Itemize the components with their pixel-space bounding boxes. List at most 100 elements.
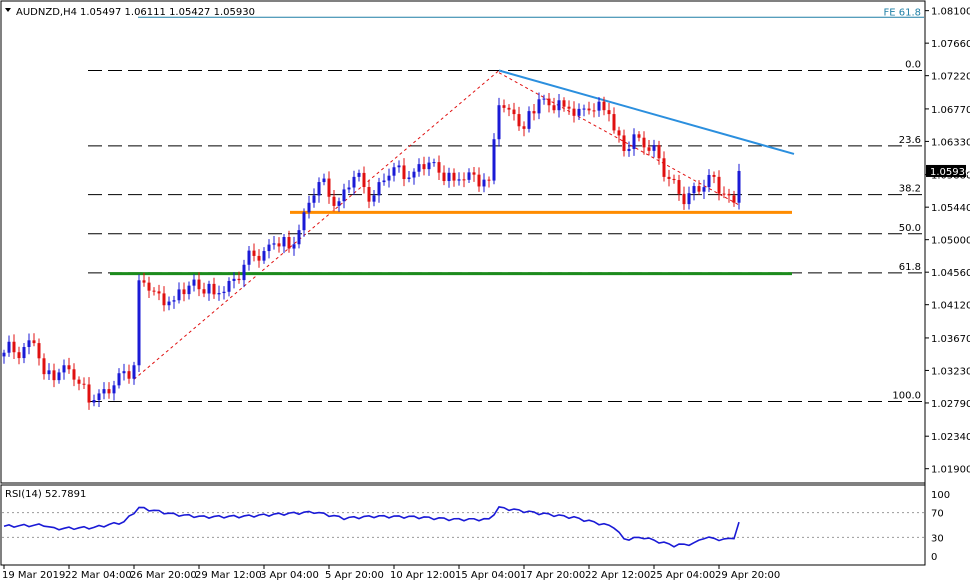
candle-body	[627, 148, 631, 152]
candle-body	[612, 114, 616, 131]
time-tick-label: 5 Apr 20:00	[325, 570, 384, 581]
ohlc-values: 1.05497 1.06111 1.05427 1.05930	[80, 7, 255, 18]
time-tick-label: 29 Apr 20:00	[715, 570, 780, 581]
candle	[37, 338, 41, 366]
candle	[292, 236, 296, 256]
candle-body	[682, 193, 686, 205]
fibonacci-levels[interactable]: 0.0 23.6 38.2 50.0 61.8 100.0 FE 61.8	[88, 7, 924, 402]
candle	[117, 368, 121, 389]
candle-body	[442, 172, 446, 182]
price-tick-label: 1.01900	[931, 465, 970, 476]
candle-body	[282, 237, 286, 247]
candle-body	[382, 180, 386, 183]
candle	[512, 102, 516, 121]
candle-body	[667, 176, 671, 179]
candle-body	[107, 389, 111, 394]
candle-body	[47, 370, 51, 375]
candle	[612, 107, 616, 134]
candle-body	[692, 186, 696, 194]
candle-body	[527, 111, 531, 129]
candle	[317, 177, 321, 203]
candle	[707, 169, 711, 193]
fib-level-label: 23.6	[899, 135, 921, 146]
candle	[527, 106, 531, 133]
candle	[392, 162, 396, 182]
candle-body	[187, 285, 191, 295]
candle	[547, 93, 551, 113]
dropdown-triangle-icon[interactable]	[5, 8, 11, 12]
candle	[167, 296, 171, 311]
candle-body	[17, 352, 21, 359]
candle	[7, 335, 11, 357]
rsi-tick-label: 0	[931, 552, 937, 563]
price-tick-label: 1.02340	[931, 432, 970, 443]
candle-body	[97, 393, 101, 400]
candle-body	[277, 243, 281, 247]
candle-body	[727, 193, 731, 196]
candle-body	[337, 201, 341, 206]
candle-body	[487, 179, 491, 181]
candle-body	[292, 244, 296, 249]
candle-body	[672, 178, 676, 181]
candle	[417, 158, 421, 177]
candle	[77, 376, 81, 391]
candle	[412, 168, 416, 185]
candle	[297, 224, 301, 249]
candle	[502, 99, 506, 113]
candle-body	[92, 399, 96, 403]
candle	[302, 208, 306, 237]
candle-body	[462, 179, 466, 181]
candle-body	[37, 343, 41, 359]
candle-body	[637, 134, 641, 138]
candle-body	[137, 280, 141, 366]
candle-body	[222, 291, 226, 294]
candle-body	[622, 135, 626, 152]
current-price-label: 1.05930	[930, 167, 970, 178]
candle	[537, 92, 541, 120]
candle	[342, 183, 346, 209]
candle	[192, 274, 196, 292]
fib-level-label: 100.0	[892, 390, 921, 401]
candle-body	[157, 291, 161, 294]
candle-body	[452, 172, 456, 181]
candle	[57, 368, 61, 384]
resistance-trendline[interactable]	[498, 69, 795, 155]
fib-level-label: 50.0	[899, 223, 921, 234]
candle-body	[617, 130, 621, 136]
candle	[232, 272, 236, 289]
candle	[642, 131, 646, 155]
price-axis[interactable]: 1.081001.076601.072201.067701.063301.058…	[925, 7, 970, 476]
price-pane-frame	[0, 0, 926, 484]
candle-body	[147, 282, 151, 291]
candle-body	[477, 174, 481, 187]
candle	[582, 104, 586, 117]
candle-body	[112, 385, 116, 394]
candle-body	[607, 110, 611, 115]
candle	[12, 334, 16, 359]
candle-body	[722, 193, 726, 195]
candle	[532, 103, 536, 121]
candle-body	[287, 237, 291, 249]
candle	[217, 285, 221, 301]
candle-body	[732, 195, 736, 203]
rsi-tick-label: 100	[931, 490, 950, 501]
price-tick-label: 1.06770	[931, 105, 970, 116]
candle	[697, 180, 701, 195]
candle-body	[377, 182, 381, 196]
swing-dashed-line[interactable]	[133, 70, 500, 380]
candle	[367, 179, 371, 209]
candle	[202, 282, 206, 298]
candle-body	[587, 108, 591, 111]
candle	[737, 163, 741, 210]
drawn-lines[interactable]	[110, 69, 795, 380]
price-tick-label: 1.03670	[931, 334, 970, 345]
candle-body	[332, 196, 336, 206]
candle	[172, 295, 176, 309]
candle	[607, 102, 611, 122]
candle-body	[152, 290, 156, 292]
candle	[712, 171, 716, 184]
candle-body	[257, 255, 261, 261]
candle	[622, 129, 626, 157]
